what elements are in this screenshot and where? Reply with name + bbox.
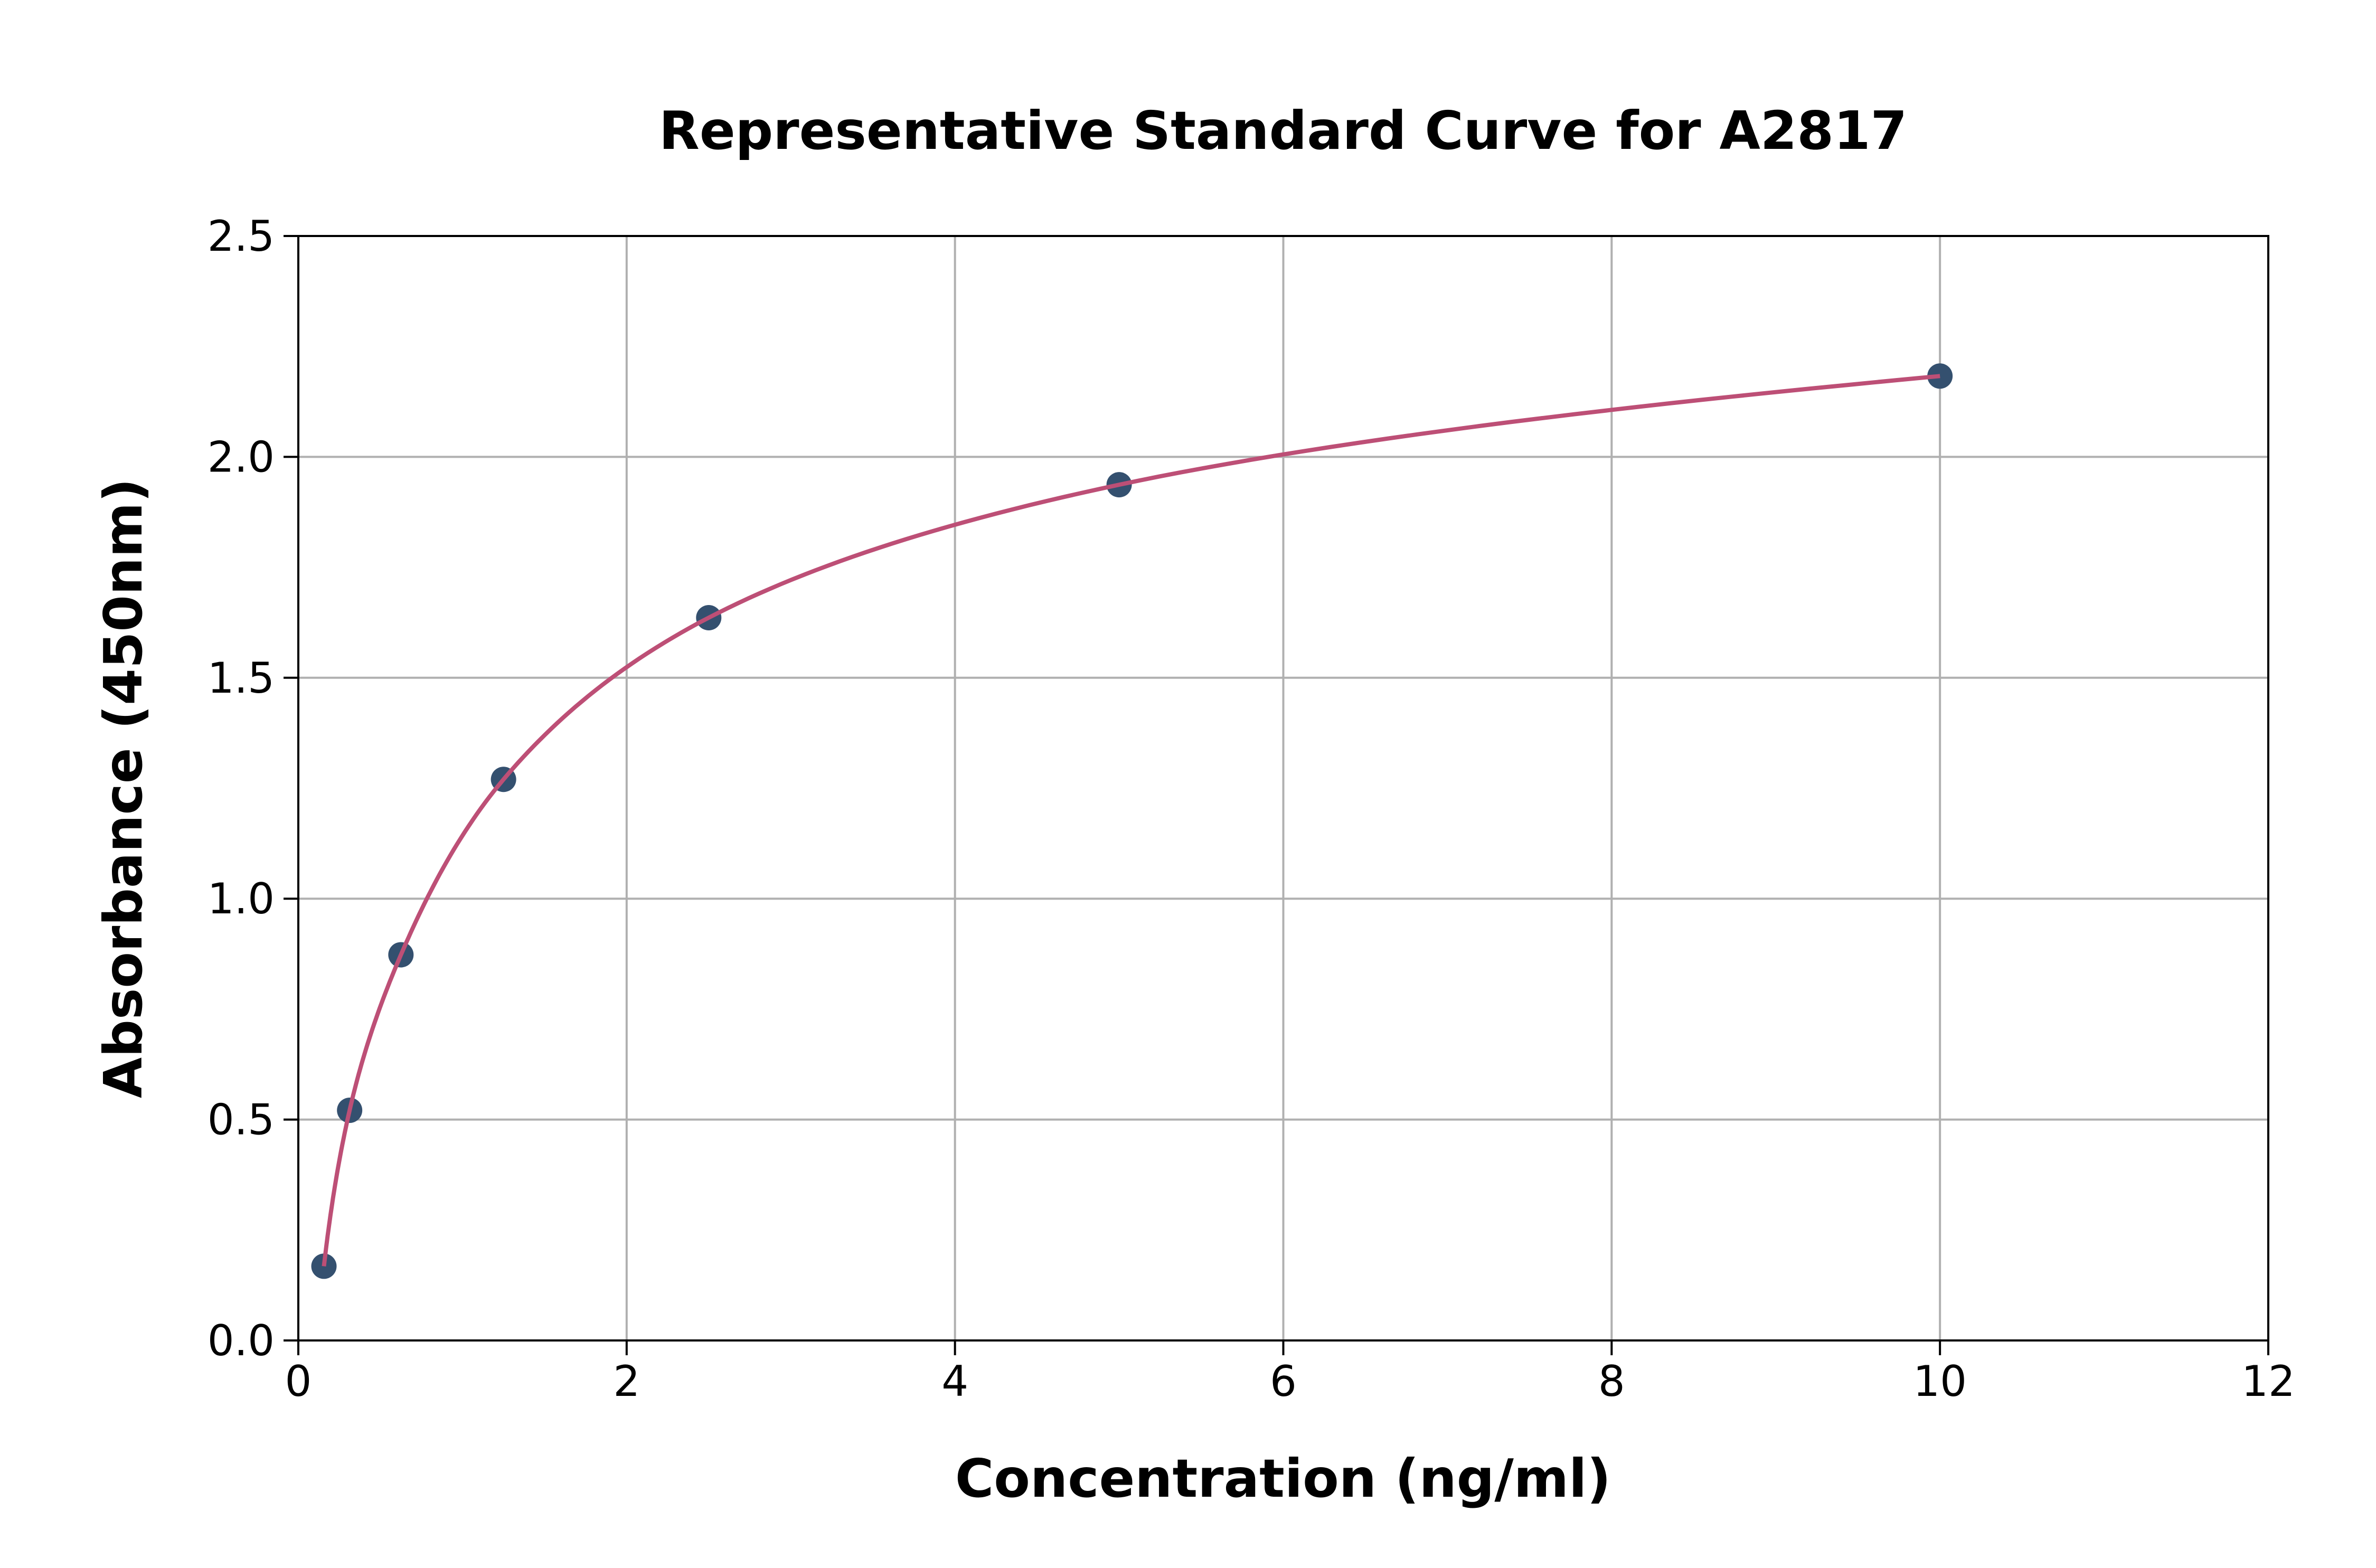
chart-title: Representative Standard Curve for A2817 [659, 100, 1907, 162]
x-tick-label: 0 [285, 1357, 312, 1406]
x-axis-ticks: 0 2 4 6 8 10 12 [285, 1340, 2295, 1406]
grid [297, 235, 2269, 1342]
fit-curve [322, 374, 1940, 1267]
x-tick-label: 10 [1913, 1357, 1967, 1406]
fit-curve-layer [322, 374, 1940, 1267]
y-tick-label: 0.5 [208, 1095, 275, 1145]
data-points [311, 363, 1953, 1279]
y-tick-label: 2.0 [208, 432, 275, 481]
x-tick-label: 2 [613, 1357, 640, 1406]
data-point [311, 1253, 337, 1279]
x-tick-label: 12 [2241, 1357, 2295, 1406]
y-axis-ticks: 0.0 0.5 1.0 1.5 2.0 2.5 [208, 212, 298, 1365]
x-tick-label: 4 [941, 1357, 968, 1406]
y-tick-label: 1.5 [208, 654, 275, 703]
y-tick-label: 0.0 [208, 1316, 275, 1365]
y-tick-label: 2.5 [208, 212, 275, 261]
x-tick-label: 8 [1598, 1357, 1625, 1406]
y-tick-label: 1.0 [208, 874, 275, 923]
y-axis-label: Absorbance (450nm) [92, 478, 154, 1098]
x-axis-label: Concentration (ng/ml) [955, 1448, 1611, 1509]
x-tick-label: 6 [1270, 1357, 1297, 1406]
